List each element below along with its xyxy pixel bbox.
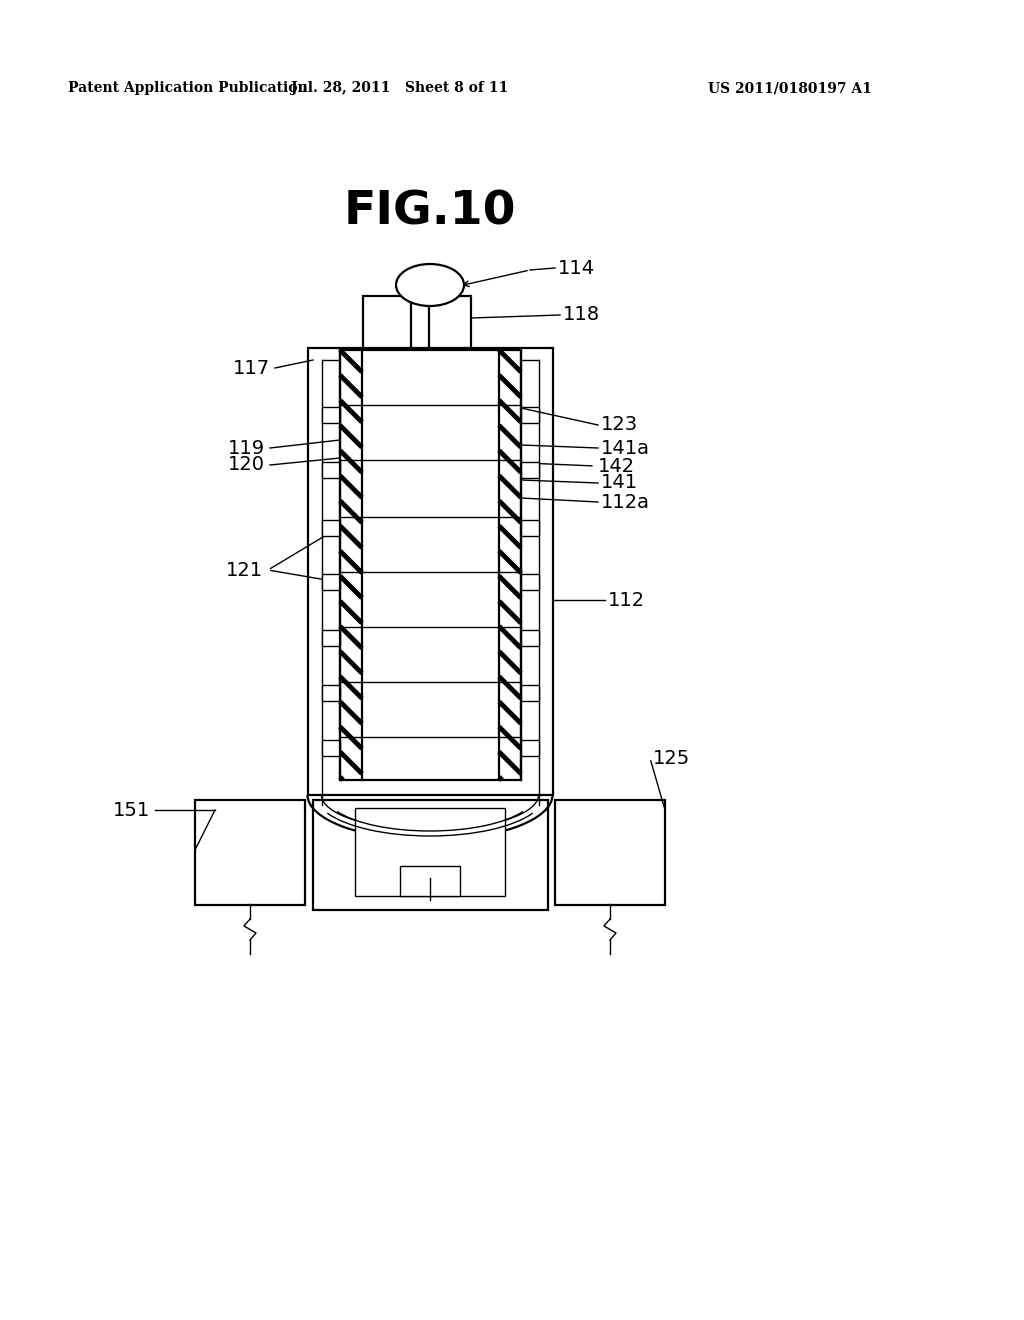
Text: 122: 122	[412, 878, 449, 898]
Bar	[322, 741, 340, 756]
Bar	[521, 462, 539, 478]
Text: 112a: 112a	[601, 492, 650, 511]
Text: 112: 112	[608, 590, 645, 610]
Bar	[322, 574, 340, 590]
Bar	[521, 574, 539, 590]
Bar	[521, 520, 539, 536]
Text: Jul. 28, 2011   Sheet 8 of 11: Jul. 28, 2011 Sheet 8 of 11	[292, 81, 509, 95]
Bar	[322, 462, 340, 478]
Bar	[308, 348, 553, 795]
Bar	[555, 800, 665, 906]
Bar	[499, 350, 521, 780]
Bar	[322, 685, 340, 701]
Text: Patent Application Publication: Patent Application Publication	[68, 81, 307, 95]
Text: 119: 119	[228, 438, 265, 458]
Bar	[521, 741, 539, 756]
Text: 142: 142	[598, 457, 635, 475]
Text: 118: 118	[563, 305, 600, 325]
Bar	[322, 407, 340, 422]
Bar	[521, 407, 539, 422]
Text: 114: 114	[558, 259, 595, 277]
Bar	[340, 350, 521, 780]
Bar	[340, 350, 362, 780]
Ellipse shape	[396, 264, 464, 306]
Bar	[355, 808, 505, 896]
Text: 120: 120	[228, 455, 265, 474]
Text: 123: 123	[601, 416, 638, 434]
Bar	[429, 296, 471, 348]
Text: 141a: 141a	[601, 438, 650, 458]
Text: 141: 141	[601, 474, 638, 492]
Bar	[195, 800, 305, 906]
Bar	[400, 866, 460, 896]
Bar	[521, 630, 539, 645]
Bar	[313, 800, 548, 909]
Text: FIG.10: FIG.10	[344, 190, 516, 235]
Text: 151: 151	[113, 800, 150, 820]
Bar	[322, 630, 340, 645]
Bar	[322, 520, 340, 536]
Text: 117: 117	[232, 359, 270, 378]
Bar	[362, 296, 411, 348]
Text: US 2011/0180197 A1: US 2011/0180197 A1	[708, 81, 872, 95]
Text: 125: 125	[653, 748, 690, 767]
Bar	[521, 685, 539, 701]
Text: 121: 121	[226, 561, 263, 579]
